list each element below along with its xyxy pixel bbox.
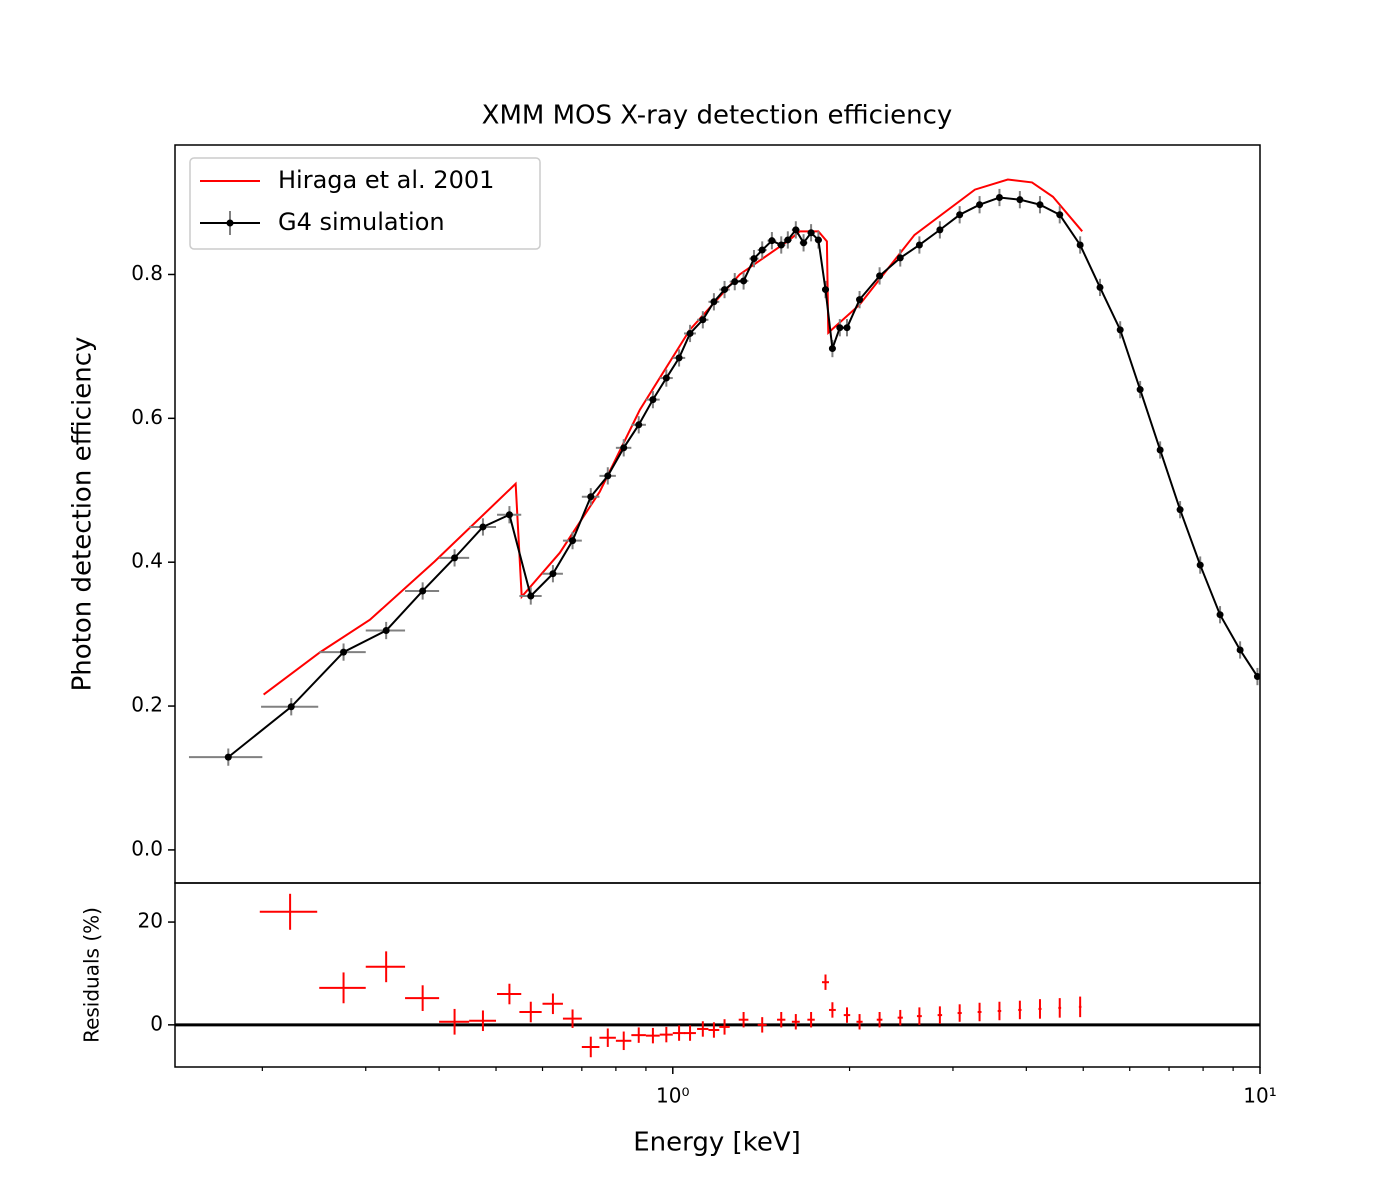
legend-label: G4 simulation bbox=[278, 208, 445, 236]
data-point bbox=[569, 537, 577, 545]
series-line bbox=[227, 196, 1259, 758]
data-point bbox=[479, 523, 487, 531]
y-tick-label: 0.8 bbox=[131, 261, 163, 285]
data-point bbox=[768, 237, 776, 245]
data-point bbox=[1216, 611, 1224, 619]
data-point bbox=[1176, 506, 1184, 514]
data-point bbox=[1236, 646, 1244, 654]
x-axis-label: Energy [keV] bbox=[633, 1128, 801, 1158]
data-point bbox=[915, 241, 923, 249]
data-point bbox=[224, 753, 232, 761]
data-point bbox=[1136, 386, 1144, 394]
y-tick-label: 0 bbox=[150, 1011, 163, 1035]
legend-label: Hiraga et al. 2001 bbox=[278, 166, 494, 194]
x-tick-label: 10⁰ bbox=[656, 1084, 689, 1108]
data-point bbox=[527, 592, 535, 600]
y-tick-label: 0.4 bbox=[131, 549, 163, 573]
legend-box bbox=[189, 157, 541, 250]
data-point bbox=[419, 587, 427, 595]
data-point bbox=[1016, 196, 1024, 204]
data-point bbox=[995, 194, 1003, 202]
data-point bbox=[604, 472, 612, 480]
axes-frame bbox=[174, 882, 1261, 1068]
data-point bbox=[822, 286, 830, 294]
data-point bbox=[731, 278, 739, 286]
data-point bbox=[699, 316, 707, 324]
data-point bbox=[807, 229, 815, 237]
data-point bbox=[814, 236, 822, 244]
data-point bbox=[649, 396, 657, 404]
data-point bbox=[340, 648, 348, 656]
data-point bbox=[382, 627, 390, 635]
data-point bbox=[828, 345, 836, 353]
legend-marker bbox=[226, 219, 234, 227]
data-point bbox=[1036, 201, 1044, 209]
data-point bbox=[686, 329, 694, 337]
y-tick-label: 0.2 bbox=[131, 693, 163, 717]
data-point bbox=[750, 255, 758, 263]
data-point bbox=[549, 570, 557, 578]
data-point bbox=[1116, 326, 1124, 334]
plot-area bbox=[188, 178, 1260, 766]
data-point bbox=[836, 324, 844, 332]
data-point bbox=[758, 246, 766, 254]
data-point bbox=[505, 511, 513, 519]
data-point bbox=[1076, 241, 1084, 249]
data-point bbox=[721, 286, 729, 294]
data-point bbox=[635, 421, 643, 429]
y-axis-label: Residuals (%) bbox=[80, 907, 104, 1043]
data-point bbox=[976, 201, 984, 209]
data-point bbox=[675, 354, 683, 362]
data-point bbox=[1156, 446, 1164, 454]
data-point bbox=[843, 324, 851, 332]
data-point bbox=[1096, 283, 1104, 291]
data-point bbox=[876, 272, 884, 280]
data-point bbox=[620, 444, 628, 452]
data-point bbox=[1253, 673, 1260, 681]
x-tick-label: 10¹ bbox=[1243, 1084, 1276, 1108]
data-point bbox=[1056, 211, 1064, 219]
data-point bbox=[784, 236, 792, 244]
data-point bbox=[1196, 561, 1204, 569]
y-tick-label: 0.0 bbox=[131, 836, 163, 860]
y-tick-label: 0.6 bbox=[131, 405, 163, 429]
data-point bbox=[792, 226, 800, 234]
data-point bbox=[287, 703, 295, 711]
y-tick-label: 20 bbox=[138, 909, 163, 933]
data-point bbox=[451, 554, 459, 562]
data-point bbox=[587, 493, 595, 501]
data-point bbox=[777, 241, 785, 249]
plot-area bbox=[175, 893, 1260, 1058]
data-point bbox=[740, 277, 748, 285]
data-point bbox=[662, 374, 670, 382]
data-point bbox=[956, 211, 964, 219]
data-point bbox=[800, 239, 808, 247]
chart-title: XMM MOS X-ray detection efficiency bbox=[482, 101, 953, 131]
data-point bbox=[936, 226, 944, 234]
data-point bbox=[710, 298, 718, 306]
data-point bbox=[856, 296, 864, 304]
y-axis-label: Photon detection efficiency bbox=[68, 337, 98, 692]
data-point bbox=[896, 254, 904, 262]
